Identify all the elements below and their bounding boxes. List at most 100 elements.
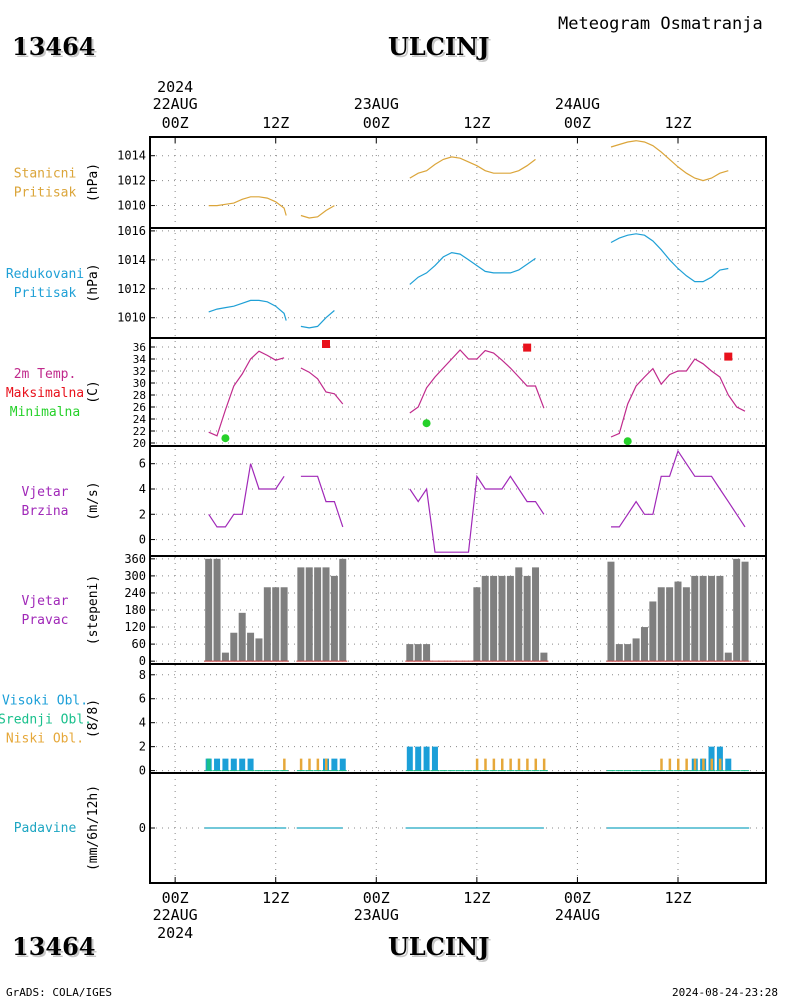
tmin-marker xyxy=(221,434,230,443)
cloud-low-bar xyxy=(702,758,705,771)
station_pressure-line xyxy=(610,140,729,182)
wind-direction-bar xyxy=(314,567,322,662)
reduced_pressure-line xyxy=(208,299,287,321)
panel-label: Minimalna xyxy=(10,405,80,420)
day-label-top: 24AUG xyxy=(555,95,600,113)
panel-label: Niski Obl. xyxy=(6,732,84,747)
tmin-marker xyxy=(623,437,632,446)
panel-label: Visoki Obl. xyxy=(2,694,88,709)
y-tick-label: 4 xyxy=(139,716,146,730)
cloud-low-bar xyxy=(542,758,546,771)
cloud-high-bar xyxy=(222,758,229,771)
y-tick-label: 1012 xyxy=(117,174,146,188)
cloud-low-bar xyxy=(660,758,663,771)
day-label-bottom: 23AUG xyxy=(354,906,399,924)
reduced_pressure-line xyxy=(409,251,536,285)
temperature-line xyxy=(300,367,344,405)
wind-direction-bar xyxy=(724,652,732,662)
cloud-high-bar xyxy=(331,758,338,771)
cloud-low-bar xyxy=(526,758,529,771)
year-label-bottom: 2024 xyxy=(157,924,193,942)
cloud-low-bar xyxy=(668,758,672,771)
cloud-high-bar xyxy=(247,758,254,771)
y-tick-label: 22 xyxy=(133,425,146,438)
y-tick-label: 26 xyxy=(133,401,146,414)
station-name-bottom: ULCINJ xyxy=(388,932,490,961)
panel-frame xyxy=(149,227,767,339)
cloud-mid-bar xyxy=(206,758,211,771)
panel-label: Pravac xyxy=(22,613,69,628)
y-tick-label: 36 xyxy=(133,341,146,354)
footer-credit: GrADS: COLA/IGES xyxy=(6,986,112,999)
wind-direction-bar xyxy=(649,601,657,662)
hour-label-top: 12Z xyxy=(463,114,490,132)
panel-frame xyxy=(149,337,767,447)
hour-label-bottom: 12Z xyxy=(262,889,289,907)
wind-direction-bar xyxy=(280,587,288,662)
panel-label: Brzina xyxy=(22,504,69,519)
wind-direction-bar xyxy=(406,644,414,662)
wind_speed-line xyxy=(409,474,545,553)
panel-label: 2m Temp. xyxy=(14,367,77,382)
cloud-high-bar xyxy=(406,746,413,771)
y-axis-label: (mm/6h/12h) xyxy=(86,785,101,871)
wind-direction-bar xyxy=(339,558,347,662)
cloud-low-bar xyxy=(501,758,504,771)
y-tick-label: 1016 xyxy=(117,224,146,238)
wind-direction-bar xyxy=(221,652,229,662)
panel-frame xyxy=(149,772,767,884)
y-tick-label: 0 xyxy=(139,821,146,835)
panel-label: Pritisak xyxy=(14,186,77,201)
cloud-high-bar xyxy=(415,746,422,771)
wind-direction-bar xyxy=(691,575,699,662)
cloud-low-bar xyxy=(283,758,286,771)
wind-direction-bar xyxy=(699,575,707,662)
cloud-low-bar xyxy=(718,758,722,771)
wind-direction-bar xyxy=(297,567,305,662)
cloud-low-bar xyxy=(475,758,479,771)
wind-direction-bar xyxy=(523,575,531,662)
y-tick-label: 20 xyxy=(133,437,146,450)
y-tick-label: 1010 xyxy=(117,311,146,325)
y-tick-label: 0 xyxy=(139,764,146,778)
panel-label: Vjetar xyxy=(22,594,69,609)
y-tick-label: 120 xyxy=(124,620,146,634)
y-tick-label: 32 xyxy=(133,365,146,378)
y-tick-label: 60 xyxy=(132,637,146,651)
wind-direction-bar xyxy=(607,561,615,662)
station-id-bottom: 13464 xyxy=(12,932,96,961)
wind-direction-bar xyxy=(238,612,246,662)
cloud-low-bar xyxy=(492,758,496,771)
wind-direction-bar xyxy=(498,575,506,662)
y-tick-label: 30 xyxy=(133,377,146,390)
wind-direction-bar xyxy=(674,581,682,662)
wind-direction-bar xyxy=(632,638,640,662)
tmax-marker xyxy=(322,340,330,348)
tmax-marker xyxy=(724,352,733,361)
wind-direction-bar xyxy=(423,644,431,662)
temperature-line xyxy=(208,350,285,437)
panel-label: Stanicni xyxy=(14,167,77,182)
station_pressure-line xyxy=(300,205,335,219)
wind-direction-bar xyxy=(490,575,498,662)
y-tick-label: 24 xyxy=(133,413,147,426)
reduced_pressure-line xyxy=(610,233,729,283)
temperature-line xyxy=(610,358,746,438)
y-tick-label: 34 xyxy=(133,353,147,366)
y-tick-label: 180 xyxy=(124,603,146,617)
y-tick-label: 1014 xyxy=(117,253,146,267)
y-tick-label: 4 xyxy=(139,482,146,496)
wind-direction-bar xyxy=(481,575,489,662)
cloud-high-bar xyxy=(239,758,246,771)
hour-label-bottom: 00Z xyxy=(162,889,189,907)
wind_speed-line xyxy=(208,463,285,528)
wind-direction-bar xyxy=(255,638,263,662)
y-axis-label: (hPa) xyxy=(86,263,101,302)
wind-direction-bar xyxy=(657,587,665,662)
hour-label-top: 00Z xyxy=(162,114,189,132)
cloud-low-bar xyxy=(484,758,487,771)
wind-direction-bar xyxy=(213,558,221,662)
wind-direction-bar xyxy=(330,575,338,662)
wind-direction-bar xyxy=(708,575,716,662)
